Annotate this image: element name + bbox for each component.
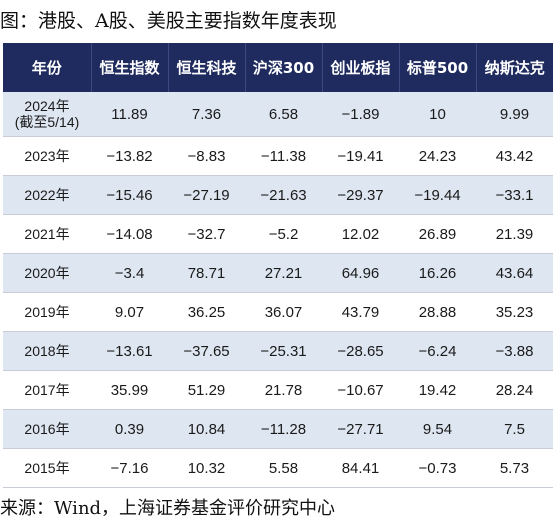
value-cell: −27.19	[168, 175, 245, 215]
table-row: 2015年 −7.16 10.32 5.58 84.41 −0.73 5.73	[3, 448, 553, 488]
table-row: 2016年 0.39 10.84 −11.28 −27.71 9.54 7.5	[3, 409, 553, 449]
value-cell: −21.63	[245, 175, 322, 215]
value-cell: 64.96	[322, 253, 399, 293]
value-cell: 43.42	[476, 136, 553, 176]
year-cell: 2020年	[3, 253, 91, 293]
value-cell: 10.32	[168, 448, 245, 488]
value-cell: −37.65	[168, 331, 245, 371]
table-row: 2024年 (截至5/14) 11.89 7.36 6.58 −1.89 10 9.99	[3, 92, 553, 137]
value-cell: −11.38	[245, 136, 322, 176]
year-cell: 2018年	[3, 331, 91, 371]
value-cell: −3.88	[476, 331, 553, 371]
value-cell: 84.41	[322, 448, 399, 488]
value-cell: −6.24	[399, 331, 476, 371]
value-cell: 43.79	[322, 292, 399, 332]
value-cell: −32.7	[168, 214, 245, 254]
index-performance-table: 年份 恒生指数 恒生科技 沪深300 创业板指 标普500 纳斯达克 2024年…	[3, 43, 553, 488]
value-cell: 7.36	[168, 92, 245, 137]
figure-title: 图：港股、A股、美股主要指数年度表现	[0, 10, 337, 32]
year-cell: 2023年	[3, 136, 91, 176]
table-row: 2019年 9.07 36.25 36.07 43.79 28.88 35.23	[3, 292, 553, 332]
value-cell: −10.67	[322, 370, 399, 410]
value-cell: −27.71	[322, 409, 399, 449]
value-cell: 28.88	[399, 292, 476, 332]
column-header-nasdaq: 纳斯达克	[476, 43, 553, 92]
column-header-year: 年份	[3, 43, 92, 92]
value-cell: −1.89	[322, 92, 399, 137]
value-cell: 5.58	[245, 448, 322, 488]
value-cell: 10.84	[168, 409, 245, 449]
year-cell: 2022年	[3, 175, 91, 215]
value-cell: 51.29	[168, 370, 245, 410]
value-cell: 28.24	[476, 370, 553, 410]
value-cell: 16.26	[399, 253, 476, 293]
column-header-chinext: 创业板指	[322, 43, 400, 92]
year-cell: 2019年	[3, 292, 91, 332]
value-cell: 6.58	[245, 92, 322, 137]
value-cell: 24.23	[399, 136, 476, 176]
value-cell: 36.25	[168, 292, 245, 332]
value-cell: 12.02	[322, 214, 399, 254]
year-cell: 2021年	[3, 214, 91, 254]
value-cell: 78.71	[168, 253, 245, 293]
table-row: 2022年 −15.46 −27.19 −21.63 −29.37 −19.44 −33.1	[3, 175, 553, 215]
table-row: 2023年 −13.82 −8.83 −11.38 −19.41 24.23 43.42	[3, 136, 553, 176]
value-cell: 7.5	[476, 409, 553, 449]
table-row: 2017年 35.99 51.29 21.78 −10.67 19.42 28.24	[3, 370, 553, 410]
value-cell: 10	[399, 92, 476, 137]
value-cell: −15.46	[91, 175, 168, 215]
table-row: 2018年 −13.61 −37.65 −25.31 −28.65 −6.24 −3.88	[3, 331, 553, 371]
value-cell: 0.39	[91, 409, 168, 449]
value-cell: 9.07	[91, 292, 168, 332]
value-cell: 27.21	[245, 253, 322, 293]
year-cell: 2016年	[3, 409, 91, 449]
table-row: 2020年 −3.4 78.71 27.21 64.96 16.26 43.64	[3, 253, 553, 293]
value-cell: 5.73	[476, 448, 553, 488]
value-cell: −19.41	[322, 136, 399, 176]
value-cell: −8.83	[168, 136, 245, 176]
year-cell: 2017年	[3, 370, 91, 410]
value-cell: −5.2	[245, 214, 322, 254]
source-note: 来源：Wind，上海证券基金评价研究中心	[0, 498, 336, 519]
value-cell: −33.1	[476, 175, 553, 215]
value-cell: 21.78	[245, 370, 322, 410]
value-cell: −7.16	[91, 448, 168, 488]
value-cell: 9.54	[399, 409, 476, 449]
column-header-hang-seng: 恒生指数	[91, 43, 169, 92]
table-body: 2024年 (截至5/14) 11.89 7.36 6.58 −1.89 10 9.99 202…	[3, 92, 553, 488]
value-cell: −28.65	[322, 331, 399, 371]
value-cell: −13.82	[91, 136, 168, 176]
value-cell: −13.61	[91, 331, 168, 371]
value-cell: 9.99	[476, 92, 553, 137]
value-cell: −29.37	[322, 175, 399, 215]
column-header-sp500: 标普500	[399, 43, 477, 92]
value-cell: −11.28	[245, 409, 322, 449]
value-cell: −19.44	[399, 175, 476, 215]
value-cell: 35.99	[91, 370, 168, 410]
column-header-hang-seng-tech: 恒生科技	[168, 43, 246, 92]
year-cell: 2024年 (截至5/14)	[3, 92, 91, 137]
value-cell: 21.39	[476, 214, 553, 254]
value-cell: −3.4	[91, 253, 168, 293]
value-cell: 36.07	[245, 292, 322, 332]
value-cell: 35.23	[476, 292, 553, 332]
table-header-row: 年份 恒生指数 恒生科技 沪深300 创业板指 标普500 纳斯达克	[3, 43, 553, 92]
value-cell: −25.31	[245, 331, 322, 371]
year-cell: 2015年	[3, 448, 91, 488]
value-cell: −14.08	[91, 214, 168, 254]
value-cell: 19.42	[399, 370, 476, 410]
table-row: 2021年 −14.08 −32.7 −5.2 12.02 26.89 21.39	[3, 214, 553, 254]
value-cell: −0.73	[399, 448, 476, 488]
value-cell: 43.64	[476, 253, 553, 293]
column-header-csi300: 沪深300	[245, 43, 323, 92]
value-cell: 11.89	[91, 92, 168, 137]
value-cell: 26.89	[399, 214, 476, 254]
